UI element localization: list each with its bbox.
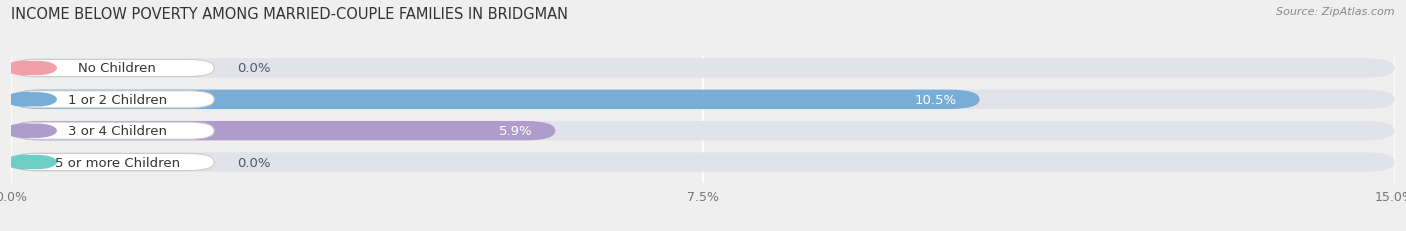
Text: 5 or more Children: 5 or more Children	[55, 156, 180, 169]
Text: No Children: No Children	[79, 62, 156, 75]
FancyBboxPatch shape	[11, 90, 980, 109]
Circle shape	[18, 156, 56, 169]
FancyBboxPatch shape	[11, 154, 214, 171]
FancyBboxPatch shape	[11, 122, 555, 141]
Text: 10.5%: 10.5%	[914, 93, 956, 106]
FancyBboxPatch shape	[11, 91, 214, 108]
FancyBboxPatch shape	[11, 60, 214, 77]
Text: 0.0%: 0.0%	[238, 62, 271, 75]
Text: 1 or 2 Children: 1 or 2 Children	[67, 93, 167, 106]
FancyBboxPatch shape	[11, 122, 1395, 141]
Circle shape	[18, 62, 56, 75]
Circle shape	[18, 93, 56, 106]
Circle shape	[6, 125, 45, 138]
Circle shape	[6, 156, 45, 169]
Text: INCOME BELOW POVERTY AMONG MARRIED-COUPLE FAMILIES IN BRIDGMAN: INCOME BELOW POVERTY AMONG MARRIED-COUPL…	[11, 7, 568, 22]
Circle shape	[18, 125, 56, 138]
Text: Source: ZipAtlas.com: Source: ZipAtlas.com	[1277, 7, 1395, 17]
FancyBboxPatch shape	[11, 153, 1395, 172]
Text: 5.9%: 5.9%	[499, 125, 533, 138]
Circle shape	[6, 93, 45, 106]
FancyBboxPatch shape	[11, 123, 214, 140]
FancyBboxPatch shape	[11, 90, 1395, 109]
Circle shape	[6, 62, 45, 75]
Text: 3 or 4 Children: 3 or 4 Children	[67, 125, 167, 138]
FancyBboxPatch shape	[11, 59, 1395, 78]
Text: 0.0%: 0.0%	[238, 156, 271, 169]
